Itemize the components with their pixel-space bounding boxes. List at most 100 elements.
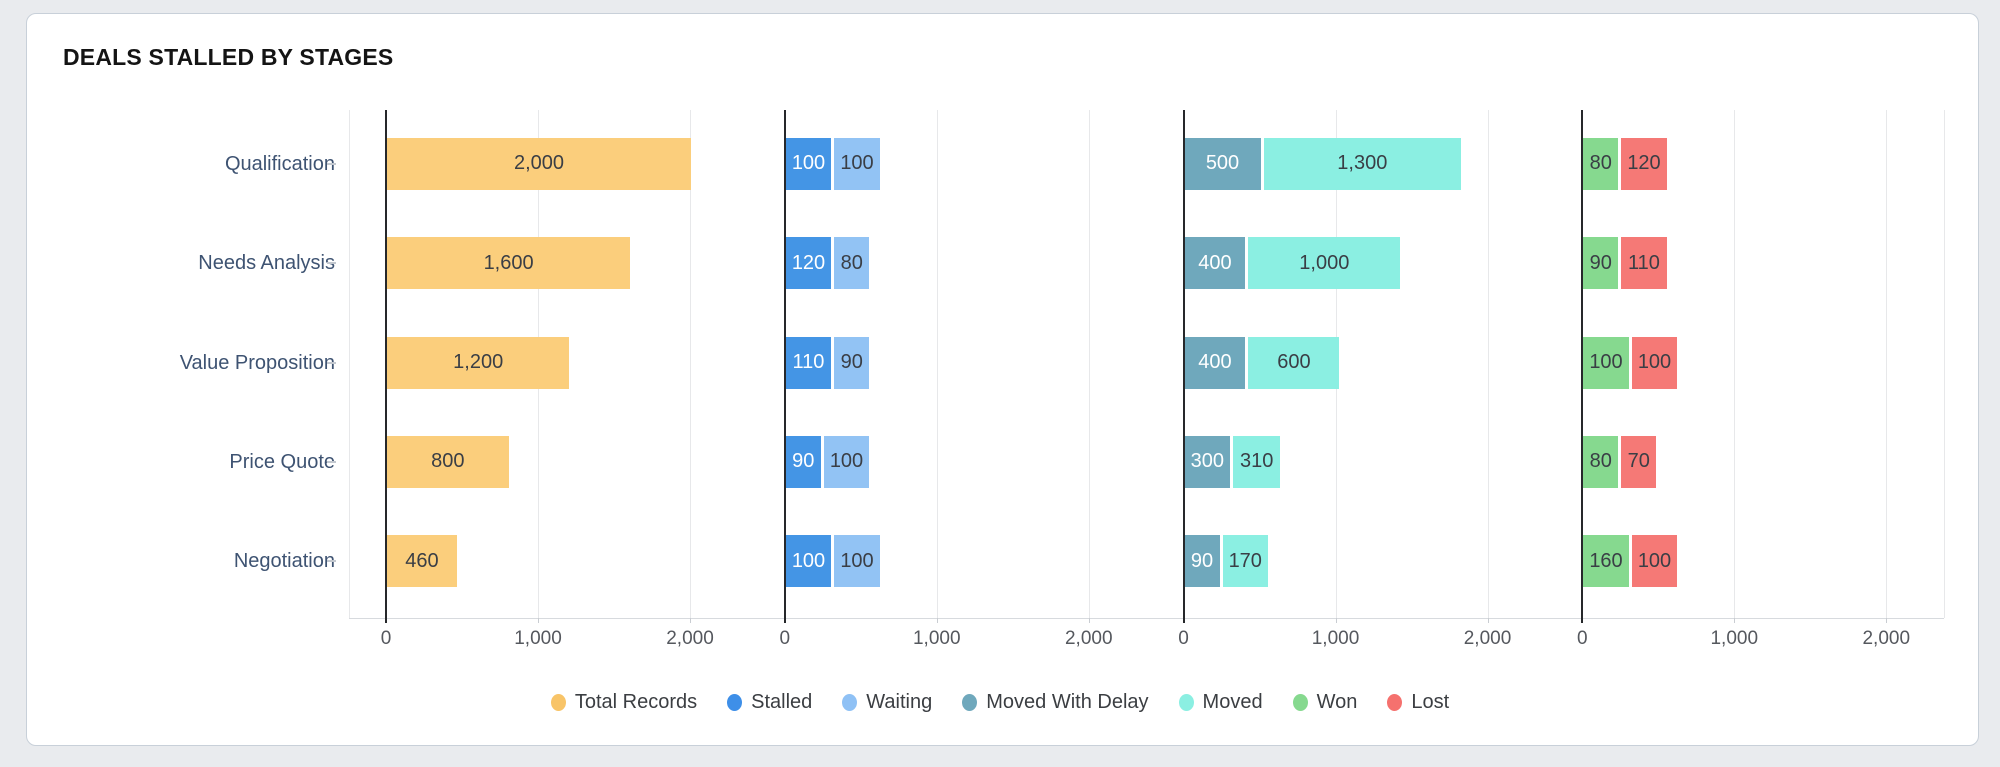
category-tick <box>327 560 336 563</box>
bar-waiting[interactable]: 80 <box>834 237 870 290</box>
plot-border <box>1944 110 1945 618</box>
bar-won[interactable]: 160 <box>1583 535 1629 588</box>
axis-tick-label: 0 <box>1178 628 1189 649</box>
bar-lost[interactable]: 100 <box>1631 336 1678 389</box>
bar-won[interactable]: 80 <box>1583 137 1619 190</box>
category-tick <box>327 262 336 265</box>
bar-moved[interactable]: 1,000 <box>1248 237 1401 290</box>
axis-zero-line <box>1182 110 1185 618</box>
gridline <box>690 110 691 618</box>
bar-won[interactable]: 100 <box>1583 336 1629 389</box>
bar-stalled[interactable]: 90 <box>785 435 821 488</box>
bar-lost[interactable]: 100 <box>1631 535 1678 588</box>
legend-label: Stalled <box>751 690 813 713</box>
category-label: Value Proposition <box>179 351 335 374</box>
category-label: Qualification <box>224 152 335 175</box>
bar-total-records[interactable]: 1,200 <box>387 336 570 389</box>
axis-tick <box>1182 618 1185 623</box>
bar-stalled[interactable]: 100 <box>785 535 832 588</box>
bar-won[interactable]: 80 <box>1583 435 1619 488</box>
legend-item-moved-with-delay[interactable]: Moved With Delay <box>962 691 1149 714</box>
axis-tick-label: 1,000 <box>514 628 562 649</box>
axis-zero-line <box>783 110 786 618</box>
legend-dot-moved-with-delay <box>962 693 978 711</box>
chart-card <box>26 13 1979 746</box>
axis-tick <box>1487 618 1489 623</box>
axis-tick <box>1088 618 1090 623</box>
gridline <box>1088 110 1090 618</box>
legend-dot-lost <box>1387 693 1403 711</box>
legend-dot-moved <box>1178 693 1194 711</box>
bar-waiting[interactable]: 100 <box>823 435 870 488</box>
category-tick <box>327 361 336 364</box>
axis-tick-label: 2,000 <box>1862 628 1911 649</box>
bar-stalled[interactable]: 100 <box>785 137 832 190</box>
legend-dot-waiting <box>842 693 858 711</box>
chart-title: DEALS STALLED BY STAGES <box>63 44 394 70</box>
axis-zero-line <box>1581 110 1584 618</box>
bar-stalled[interactable]: 120 <box>785 237 832 290</box>
bar-won[interactable]: 90 <box>1583 237 1619 290</box>
bar-moved-with-delay[interactable]: 500 <box>1184 137 1261 190</box>
legend: Total Records Stalled Waiting Moved With De… <box>0 682 2000 722</box>
gridline <box>1886 110 1888 618</box>
axis-tick <box>1581 618 1584 623</box>
axis-tick <box>783 618 786 623</box>
bar-moved-with-delay[interactable]: 400 <box>1184 237 1246 290</box>
axis-tick-label: 0 <box>1576 628 1588 649</box>
bar-moved[interactable]: 310 <box>1233 435 1281 488</box>
bar-total-records[interactable]: 800 <box>387 435 509 488</box>
axis-tick <box>1335 618 1337 623</box>
bar-waiting[interactable]: 90 <box>834 336 870 389</box>
axis-tick-label: 2,000 <box>1064 628 1113 649</box>
axis-baseline <box>349 618 1944 619</box>
bar-total-records[interactable]: 1,600 <box>387 237 631 290</box>
gridline <box>1487 110 1489 618</box>
legend-label: Moved <box>1202 690 1263 713</box>
bar-waiting[interactable]: 100 <box>834 535 880 588</box>
axis-tick-label: 1,000 <box>1710 628 1759 649</box>
legend-label: Total Records <box>574 690 698 713</box>
bar-moved[interactable]: 1,300 <box>1263 137 1462 190</box>
bar-moved[interactable]: 600 <box>1248 336 1340 389</box>
gridline <box>936 110 938 618</box>
bar-moved-with-delay[interactable]: 300 <box>1184 435 1231 488</box>
bar-total-records[interactable]: 460 <box>387 535 457 588</box>
axis-tick-label: 2,000 <box>666 628 714 649</box>
axis-tick-label: 1,000 <box>1311 628 1360 649</box>
bar-moved-with-delay[interactable]: 90 <box>1184 535 1220 588</box>
legend-item-moved[interactable]: Moved <box>1178 690 1263 714</box>
axis-zero-line <box>385 110 387 618</box>
axis-tick-label: 0 <box>779 628 791 649</box>
bar-lost[interactable]: 120 <box>1621 137 1667 190</box>
bar-stalled[interactable]: 110 <box>785 336 832 389</box>
bar-lost[interactable]: 70 <box>1621 435 1657 488</box>
axis-tick <box>538 618 539 623</box>
legend-item-won[interactable]: Won <box>1292 691 1357 714</box>
axis-tick-label: 0 <box>380 628 392 649</box>
bar-waiting[interactable]: 100 <box>834 137 880 190</box>
axis-tick-label: 1,000 <box>912 628 961 649</box>
legend-item-lost[interactable]: Lost <box>1387 691 1449 714</box>
axis-tick-label: 2,000 <box>1463 628 1512 649</box>
plot-border <box>349 110 350 618</box>
legend-item-total-records[interactable]: Total Records <box>550 690 698 714</box>
legend-item-waiting[interactable]: Waiting <box>842 691 932 714</box>
gridline <box>1734 110 1736 618</box>
bar-lost[interactable]: 110 <box>1621 237 1667 290</box>
legend-label: Lost <box>1411 690 1450 713</box>
legend-dot-total-records <box>550 693 566 711</box>
legend-dot-won <box>1292 693 1308 711</box>
category-label: Negotiation <box>233 550 335 573</box>
legend-label: Waiting <box>866 690 933 713</box>
legend-dot-stalled <box>727 693 743 711</box>
axis-tick <box>690 618 691 623</box>
legend-item-stalled[interactable]: Stalled <box>727 691 812 714</box>
bar-moved[interactable]: 170 <box>1222 535 1268 588</box>
bar-moved-with-delay[interactable]: 400 <box>1184 336 1246 389</box>
bar-total-records[interactable]: 2,000 <box>387 137 691 190</box>
axis-tick <box>936 618 938 623</box>
axis-tick <box>385 618 387 623</box>
category-label: Price Quote <box>229 450 335 473</box>
